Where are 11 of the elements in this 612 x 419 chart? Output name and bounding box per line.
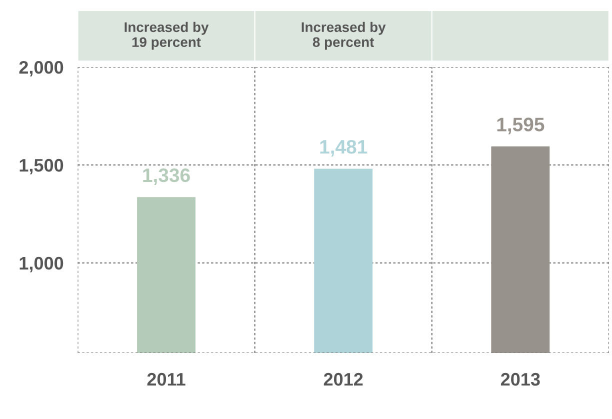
text: Increased by 19 percent bbox=[124, 22, 209, 50]
y-tick-label: 2,000 bbox=[19, 60, 64, 76]
data-label: 1,481 bbox=[320, 140, 368, 157]
x-tick-label: 2012 bbox=[324, 372, 363, 386]
text: Increased by 8 percent bbox=[302, 22, 386, 50]
y-tick-label: 1,000 bbox=[20, 256, 64, 272]
y-tick-label: 1,500 bbox=[20, 158, 64, 174]
data-label: 1,336 bbox=[143, 168, 190, 185]
x-tick-label: 2011 bbox=[147, 372, 186, 386]
data-label: 1,595 bbox=[497, 118, 544, 134]
x-tick-label: 2013 bbox=[500, 372, 540, 386]
